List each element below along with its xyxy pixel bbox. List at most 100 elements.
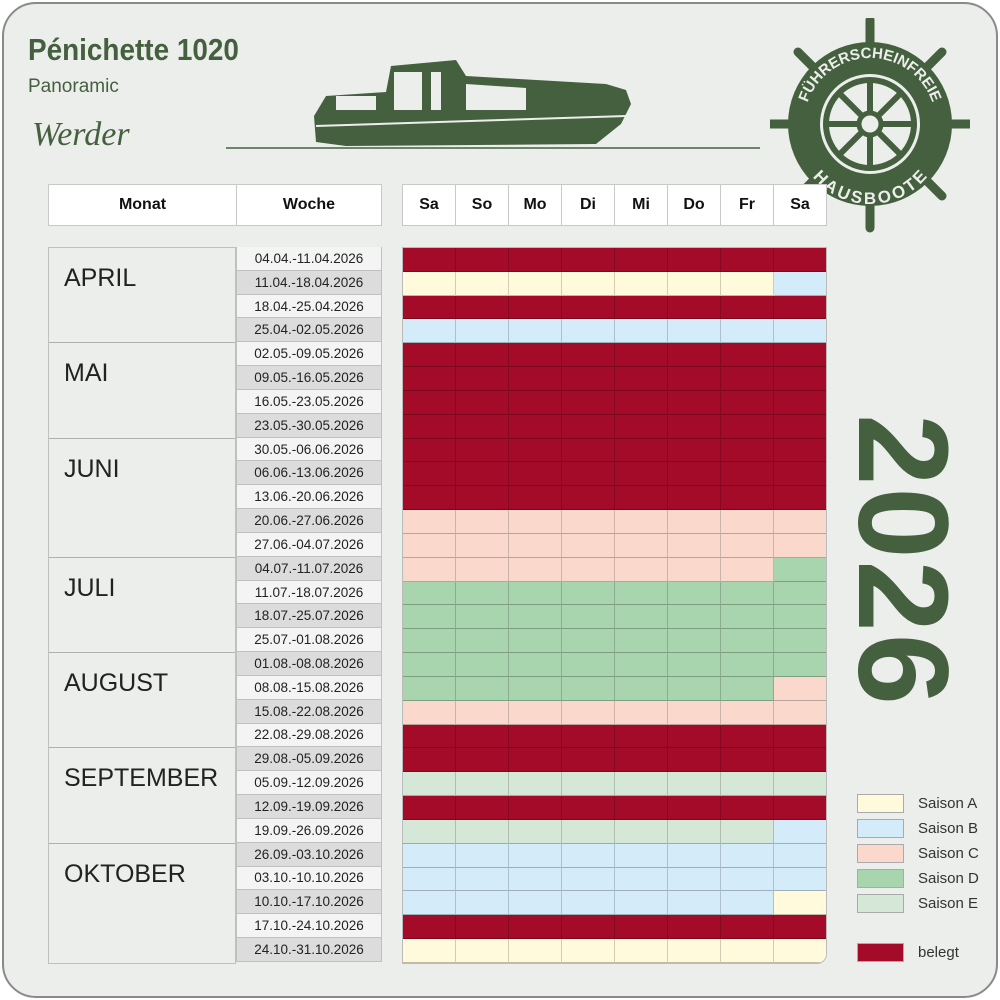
day-cell-saison-b — [721, 843, 774, 868]
day-cell-saison-d — [509, 676, 562, 701]
day-cell-booked — [721, 390, 774, 415]
day-cell-saison-c — [456, 557, 509, 582]
day-cell-booked — [509, 796, 562, 820]
day-cell-saison-d — [668, 653, 721, 677]
week-label: 25.04.-02.05.2026 — [236, 318, 382, 343]
day-cell-booked — [774, 248, 826, 272]
day-cell-saison-c — [774, 676, 826, 701]
day-cell-booked — [668, 438, 721, 463]
day-cell-saison-d — [403, 653, 456, 677]
day-cell-saison-d — [721, 605, 774, 630]
legend-swatch — [857, 844, 904, 863]
location: Werder — [32, 116, 130, 153]
day-cell-saison-b — [774, 819, 826, 844]
week-label: 06.06.-13.06.2026 — [236, 461, 382, 486]
day-cell-saison-c — [509, 700, 562, 725]
week-row — [403, 676, 826, 701]
day-cell-booked — [403, 390, 456, 415]
week-label: 19.09.-26.09.2026 — [236, 818, 382, 843]
day-cell-saison-e — [668, 819, 721, 844]
week-label: 13.06.-20.06.2026 — [236, 485, 382, 510]
week-label: 17.10.-24.10.2026 — [236, 914, 382, 939]
day-cell-booked — [562, 724, 615, 749]
month-column-header: Monat — [49, 185, 237, 225]
day-cell-saison-b — [456, 891, 509, 916]
day-cell-saison-a — [403, 939, 456, 963]
day-cell-saison-e — [509, 772, 562, 797]
day-cell-saison-d — [562, 605, 615, 630]
day-cell-saison-b — [668, 891, 721, 916]
day-cell-booked — [721, 248, 774, 272]
day-cell-saison-b — [509, 843, 562, 868]
legend-item: Saison E — [857, 891, 979, 916]
day-cell-booked — [615, 796, 668, 820]
fuehrerscheinfreie-hausboote-logo: FÜHRERSCHEINFREIE HAUSBOOTE — [770, 18, 970, 233]
day-cell-booked — [509, 248, 562, 272]
day-cell-booked — [774, 486, 826, 511]
week-row — [403, 319, 826, 344]
day-cell-booked — [615, 390, 668, 415]
day-cell-booked — [721, 462, 774, 487]
week-row — [403, 367, 826, 391]
day-cell-saison-e — [509, 819, 562, 844]
day-cell-booked — [668, 748, 721, 773]
day-cell-saison-c — [403, 533, 456, 558]
week-row — [403, 819, 826, 844]
week-label: 10.10.-17.10.2026 — [236, 890, 382, 915]
day-cell-booked — [456, 796, 509, 820]
day-cell-booked — [615, 343, 668, 368]
week-row — [403, 533, 826, 558]
day-cell-booked — [668, 724, 721, 749]
day-cell-booked — [721, 438, 774, 463]
legend-item: belegt — [857, 940, 979, 965]
day-cell-booked — [456, 915, 509, 940]
day-cell-booked — [509, 724, 562, 749]
week-label: 26.09.-03.10.2026 — [236, 842, 382, 867]
week-label: 04.04.-11.04.2026 — [236, 247, 382, 271]
day-cell-saison-e — [562, 819, 615, 844]
day-cell-booked — [615, 915, 668, 940]
day-header: Sa — [790, 196, 810, 213]
day-cell-booked — [562, 343, 615, 368]
week-row — [403, 867, 826, 892]
day-cell-booked — [774, 462, 826, 487]
week-label: 16.05.-23.05.2026 — [236, 389, 382, 414]
day-cell-saison-e — [456, 772, 509, 797]
day-cell-saison-c — [403, 510, 456, 534]
week-label: 11.04.-18.04.2026 — [236, 270, 382, 295]
month-block: SEPTEMBER — [49, 748, 235, 844]
day-cell-saison-d — [668, 629, 721, 654]
day-cell-booked — [668, 295, 721, 320]
day-cell-saison-e — [774, 772, 826, 797]
day-cell-saison-c — [509, 533, 562, 558]
year-label: 2026 — [831, 413, 974, 707]
month-name: AUGUST — [64, 669, 169, 698]
day-cell-saison-e — [403, 772, 456, 797]
week-label: 25.07.-01.08.2026 — [236, 628, 382, 653]
day-cell-saison-b — [509, 891, 562, 916]
week-row — [403, 462, 826, 487]
day-cell-booked — [562, 414, 615, 439]
month-block: JULI — [49, 558, 235, 654]
week-label: 01.08.-08.08.2026 — [236, 652, 382, 676]
week-label: 02.05.-09.05.2026 — [236, 342, 382, 367]
day-cell-booked — [509, 367, 562, 391]
day-cell-saison-e — [615, 819, 668, 844]
day-cell-booked — [456, 248, 509, 272]
day-cell-saison-e — [721, 772, 774, 797]
day-cell-booked — [509, 414, 562, 439]
legend-swatch — [857, 819, 904, 838]
day-cell-booked — [774, 438, 826, 463]
day-cell-saison-c — [456, 510, 509, 534]
week-row — [403, 772, 826, 797]
day-cell-booked — [509, 438, 562, 463]
day-cell-booked — [509, 462, 562, 487]
month-block: AUGUST — [49, 653, 235, 749]
day-cell-booked — [403, 748, 456, 773]
legend-label: Saison D — [918, 870, 979, 887]
day-header: Di — [562, 185, 615, 225]
day-cell-saison-c — [403, 557, 456, 582]
day-cell-booked — [562, 462, 615, 487]
day-cell-booked — [456, 414, 509, 439]
day-cell-saison-d — [774, 605, 826, 630]
